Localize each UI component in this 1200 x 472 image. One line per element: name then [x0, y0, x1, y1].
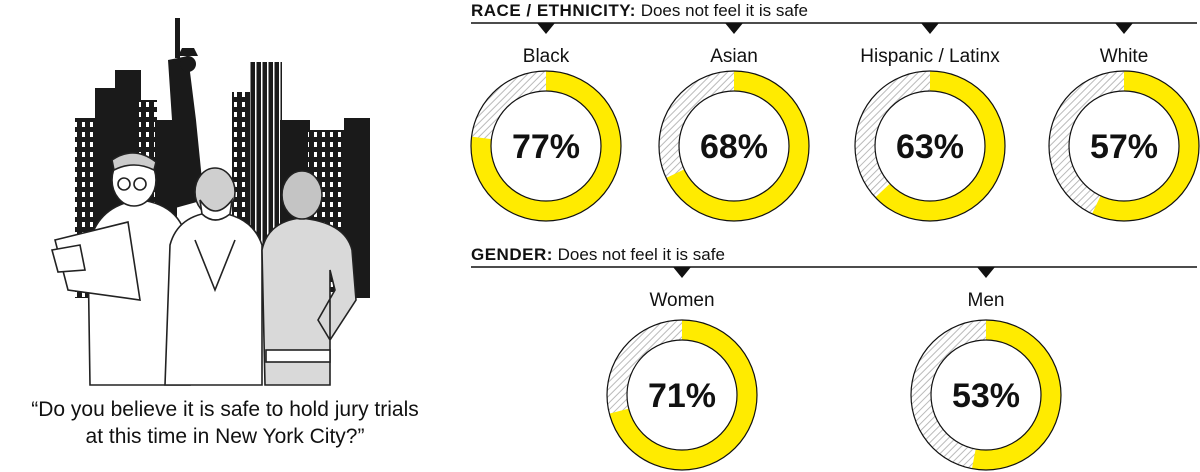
- pointer-icon: [1115, 23, 1133, 34]
- category-label: Asian: [710, 46, 758, 67]
- donut-hispanic-latinx: Hispanic / Latinx 63%: [854, 23, 1006, 222]
- donut-men: Men 53%: [910, 267, 1062, 471]
- race-section-subtitle: Does not feel it is safe: [640, 1, 808, 20]
- donut-value-arc: [471, 71, 621, 221]
- value-label: 53%: [952, 377, 1020, 415]
- value-label: 63%: [896, 128, 964, 166]
- donut-value-arc: [971, 320, 1061, 470]
- donut-women: Women 71%: [606, 267, 758, 471]
- category-label: Hispanic / Latinx: [860, 46, 1000, 67]
- donut-asian: Asian 68%: [658, 23, 810, 222]
- category-label: Black: [523, 46, 570, 67]
- donut-value-arc: [1092, 71, 1199, 221]
- donut-value-arc: [666, 71, 809, 221]
- question-line-1: “Do you believe it is safe to hold jury …: [31, 398, 419, 421]
- category-label: Women: [649, 290, 714, 311]
- gender-section-heading: GENDER: Does not feel it is safe: [471, 245, 725, 265]
- pointer-icon: [725, 23, 743, 34]
- category-label: White: [1100, 46, 1149, 67]
- donut-value-arc: [875, 71, 1005, 221]
- value-label: 68%: [700, 128, 768, 166]
- donut-black: Black 77%: [470, 23, 622, 222]
- survey-question: “Do you believe it is safe to hold jury …: [0, 396, 450, 450]
- value-label: 71%: [648, 377, 716, 415]
- donut-value-arc: [609, 320, 757, 470]
- donut-white: White 57%: [1048, 23, 1200, 222]
- category-label: Men: [968, 290, 1005, 311]
- nyc-jury-illustration: [50, 18, 370, 386]
- pointer-icon: [537, 23, 555, 34]
- statue-of-liberty-icon: [168, 18, 204, 210]
- people-icon: [50, 152, 357, 386]
- question-line-2: at this time in New York City?”: [85, 425, 365, 448]
- pointer-icon: [977, 267, 995, 278]
- value-label: 57%: [1090, 128, 1158, 166]
- pointer-icon: [673, 267, 691, 278]
- race-section-title: RACE / ETHNICITY:: [471, 1, 636, 20]
- gender-section-subtitle: Does not feel it is safe: [557, 245, 725, 264]
- race-section-heading: RACE / ETHNICITY: Does not feel it is sa…: [471, 1, 808, 21]
- value-label: 77%: [512, 128, 580, 166]
- pointer-icon: [921, 23, 939, 34]
- gender-section-title: GENDER:: [471, 245, 553, 264]
